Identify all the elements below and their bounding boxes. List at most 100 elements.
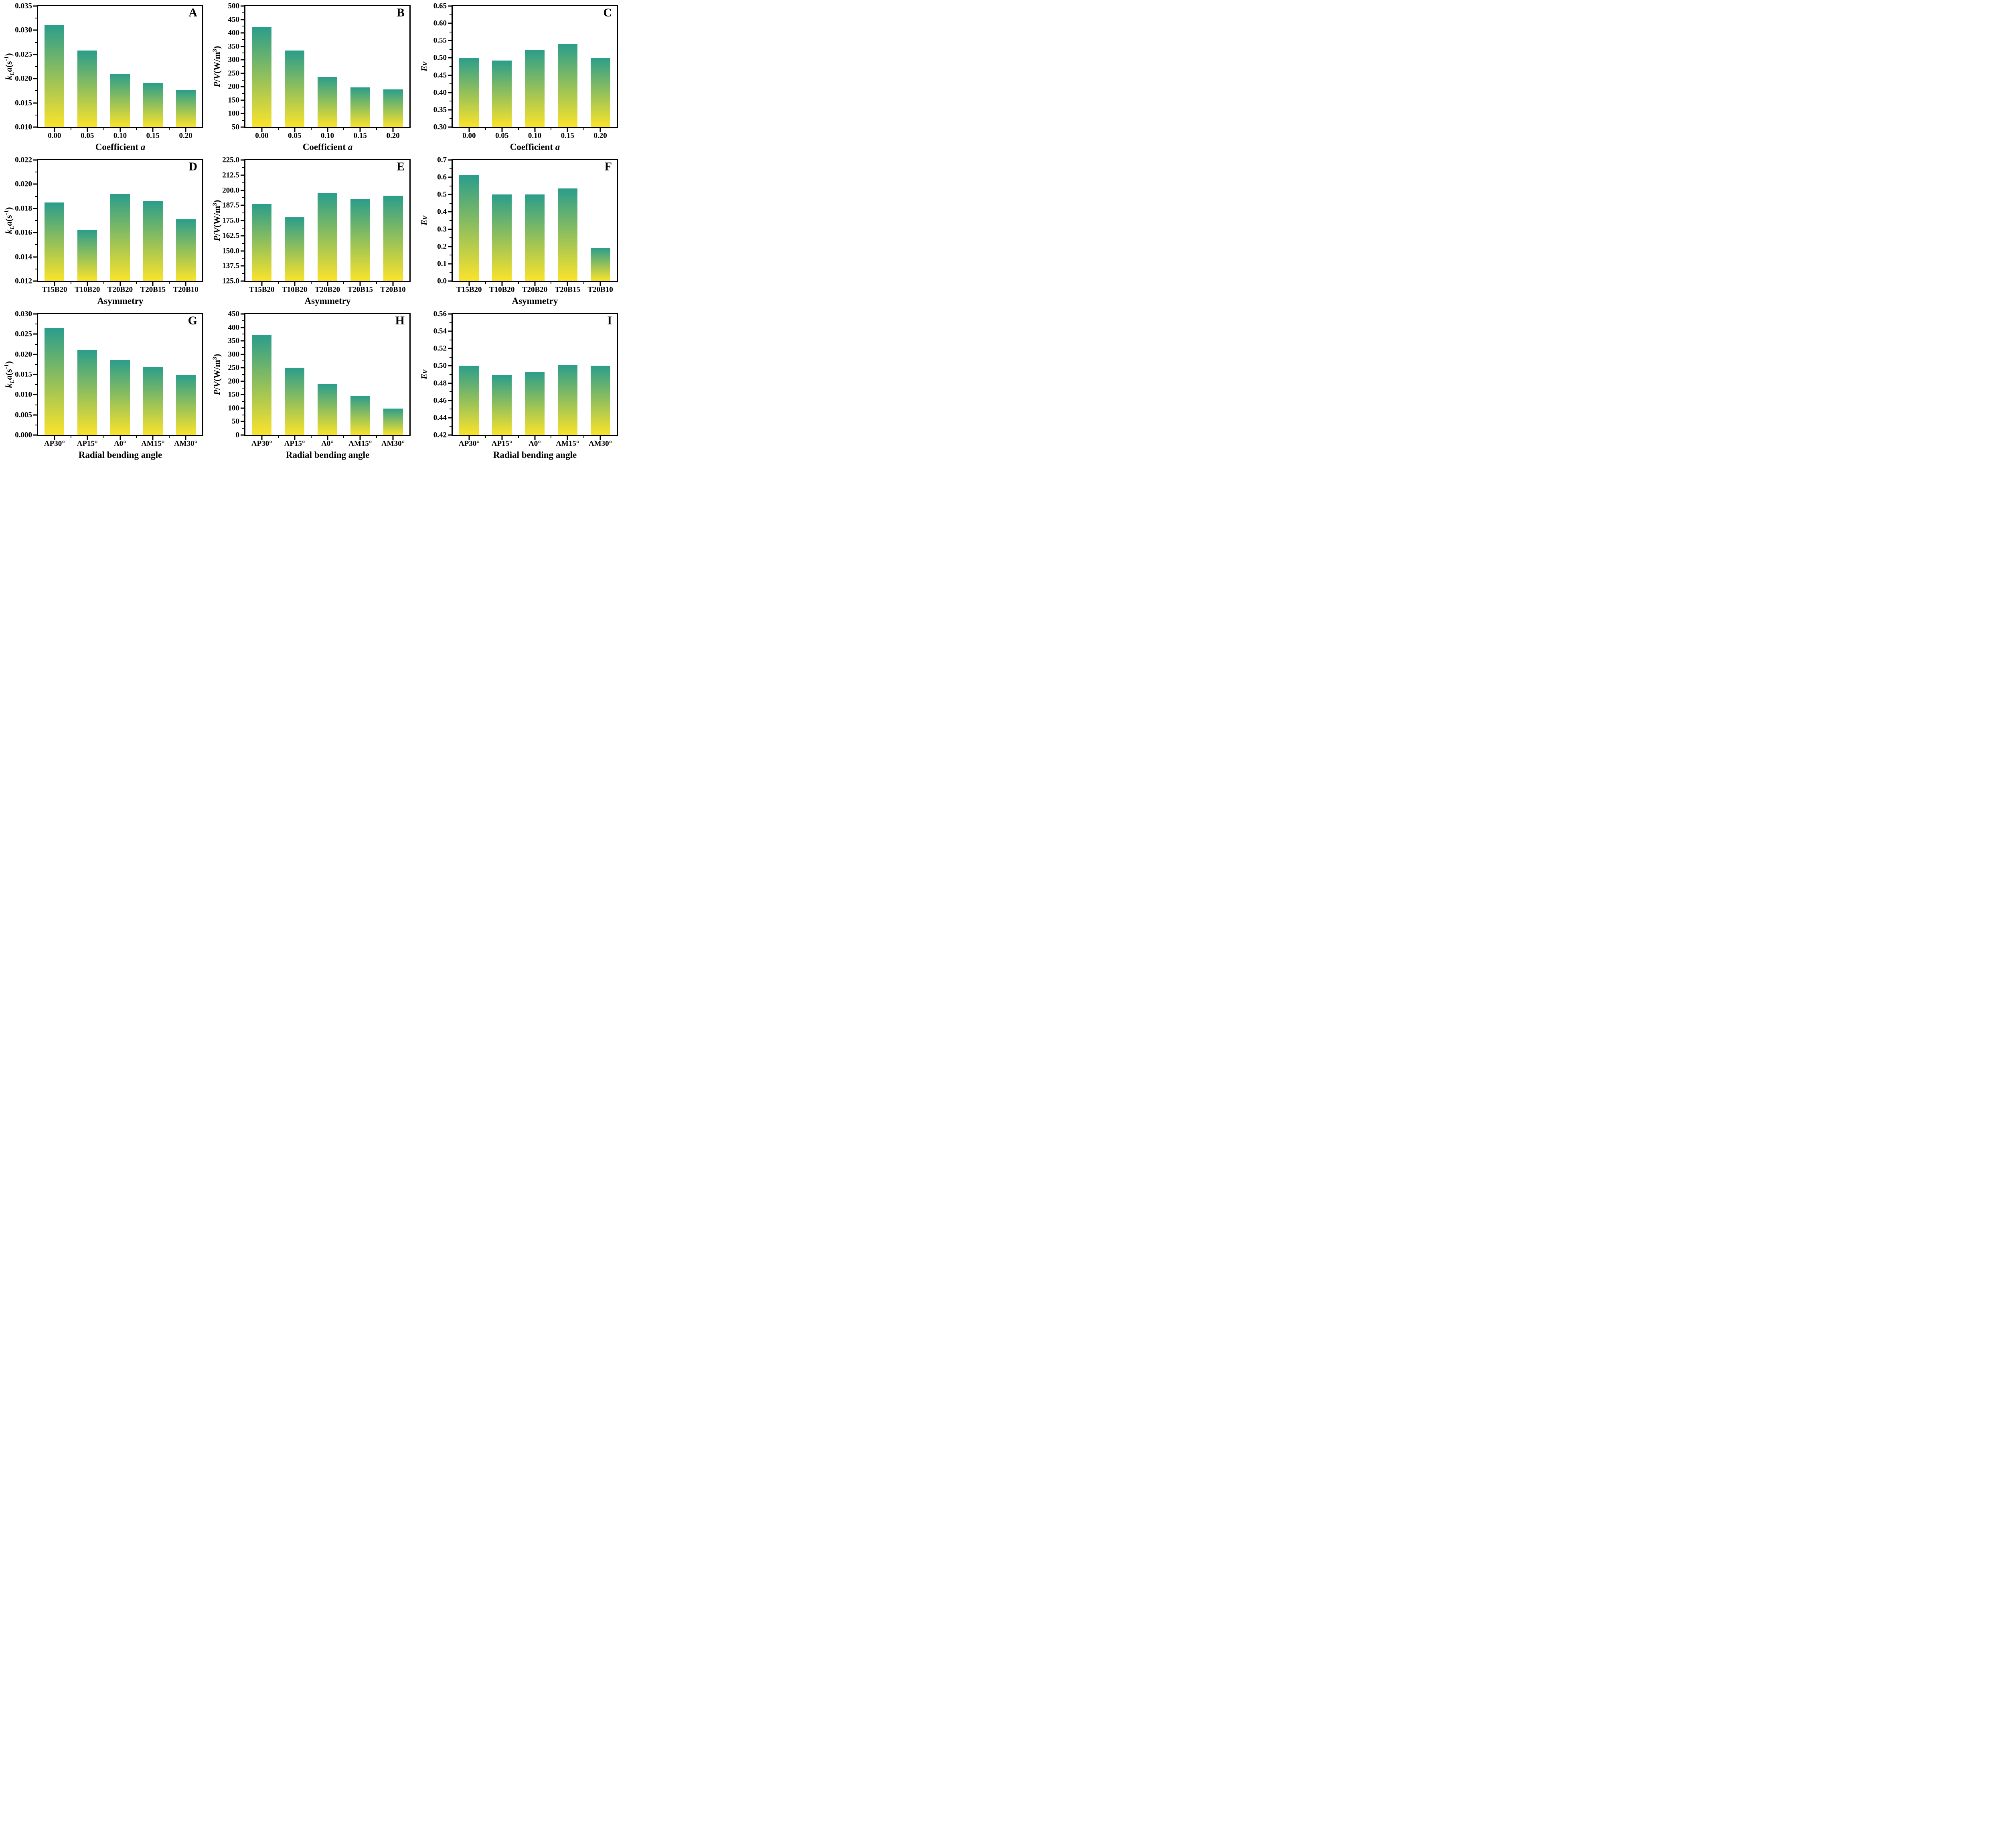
y-major-tick (241, 204, 244, 206)
y-major-tick (448, 194, 452, 195)
x-major-tick (54, 128, 55, 132)
x-tick-label: T20B15 (555, 285, 580, 294)
panel-letter-A: A (188, 6, 197, 19)
x-minor-tick (583, 436, 585, 438)
y-major-tick (241, 265, 244, 267)
x-tick-label: AM15° (141, 439, 165, 448)
y-tick-label: 150 (228, 96, 240, 105)
bar-B-0.05 (285, 51, 305, 127)
panel-C: Ev C 0.65 0.60 0.55 0.50 0.45 0.40 0.35 0.30 0.0… (415, 0, 622, 154)
y-tick-label: 500 (228, 2, 240, 10)
x-minor-tick (583, 282, 585, 284)
y-tick-label: 350 (228, 336, 240, 345)
y-minor-tick (35, 384, 37, 385)
y-major-tick (448, 365, 452, 366)
y-major-tick (33, 313, 37, 315)
y-major-tick (241, 126, 244, 128)
y-tick-label: 0.40 (433, 88, 447, 97)
y-minor-tick (450, 391, 452, 393)
bar-I-AP30° (459, 366, 479, 435)
y-tick-label: 450 (228, 15, 240, 24)
y-tick-label: 0.020 (15, 350, 32, 359)
x-minor-tick (343, 128, 344, 130)
x-major-tick (119, 128, 121, 132)
x-tick-label: AP30° (44, 439, 65, 448)
x-major-tick (152, 436, 154, 440)
bar-F-T10B20 (492, 194, 512, 281)
x-major-tick (294, 128, 296, 132)
y-tick-label: 0.30 (433, 123, 447, 132)
panel-F: Ev F 0.7 0.6 0.5 0.4 0.3 0.2 0.1 0.0 T15B20 T10B2… (415, 154, 622, 308)
y-major-tick (241, 59, 244, 61)
x-tick-label: 0.20 (593, 132, 607, 140)
x-major-tick (87, 128, 88, 132)
y-tick-label: 0.014 (15, 253, 32, 261)
y-major-tick (241, 190, 244, 191)
panel-letter-G: G (188, 314, 197, 327)
y-tick-label: 0.55 (433, 36, 447, 45)
bar-I-AM15° (557, 365, 577, 435)
bar-H-AM30° (383, 408, 403, 435)
y-minor-tick (450, 14, 452, 15)
y-tick-label: 200 (228, 377, 240, 386)
plot-area-A: A 0.035 0.030 0.025 0.020 0.015 0.010 0.00 0.05… (15, 2, 203, 140)
y-major-tick (448, 5, 452, 7)
y-major-tick (33, 54, 37, 55)
x-minor-tick (277, 436, 279, 438)
bar-D-T20B15 (143, 201, 163, 281)
x-minor-tick (485, 282, 486, 284)
bar-H-A0° (317, 384, 338, 435)
y-tick-label: 162.5 (222, 231, 239, 240)
y-major-tick (448, 417, 452, 419)
panel-G: kLa(s-1) G 0.030 0.025 0.020 0.015 0.010 0.00… (0, 308, 207, 462)
bar-D-T15B20 (45, 202, 65, 281)
y-minor-tick (450, 374, 452, 375)
y-major-tick (448, 280, 452, 282)
y-major-tick (241, 46, 244, 47)
x-major-tick (534, 282, 535, 286)
x-axis-label-D: Asymmetry (97, 296, 144, 306)
y-major-tick (33, 208, 37, 209)
y-major-tick (448, 263, 452, 265)
x-major-tick (392, 282, 394, 286)
x-minor-tick (518, 436, 519, 438)
x-tick-label: AM15° (348, 439, 372, 448)
y-tick-label: 0.56 (433, 310, 447, 318)
y-major-tick (448, 176, 452, 178)
x-major-tick (468, 282, 470, 286)
x-major-tick (152, 282, 154, 286)
y-major-tick (241, 73, 244, 74)
x-major-tick (119, 282, 121, 286)
y-major-tick (33, 333, 37, 335)
x-minor-tick (136, 282, 137, 284)
y-major-tick (448, 229, 452, 230)
x-major-tick (501, 436, 503, 440)
y-minor-tick (450, 237, 452, 239)
y-major-tick (33, 159, 37, 161)
x-minor-tick (169, 436, 170, 438)
x-minor-tick (518, 282, 519, 284)
bar-H-AP30° (252, 335, 272, 435)
x-tick-label: AM30° (588, 439, 612, 448)
plot-area-B: B 500 450 400 350 300 250 200 150 100 50 0.00 0.05 0… (228, 2, 411, 140)
x-major-tick (599, 436, 601, 440)
y-minor-tick (242, 347, 244, 348)
x-tick-label: AP15° (284, 439, 305, 448)
bar-C-0.20 (590, 58, 610, 127)
x-tick-label: 0.10 (113, 132, 127, 140)
y-axis-label-F: Ev (419, 215, 429, 226)
x-tick-label: T20B20 (314, 285, 340, 294)
y-minor-tick (450, 272, 452, 273)
x-major-tick (599, 128, 601, 132)
y-major-tick (241, 32, 244, 34)
x-tick-label: 0.15 (146, 132, 160, 140)
y-tick-label: 0.44 (433, 413, 447, 422)
y-minor-tick (242, 258, 244, 259)
plot-area-G: G 0.030 0.025 0.020 0.015 0.010 0.005 0.000 AP3… (15, 310, 203, 447)
y-tick-label: 0 (235, 431, 240, 439)
bar-E-T20B15 (350, 199, 370, 281)
y-tick-label: 400 (228, 323, 240, 332)
y-tick-label: 0.46 (433, 396, 447, 405)
plot-area-I: I 0.56 0.54 0.52 0.50 0.48 0.46 0.44 0.42 AP30° A… (433, 310, 618, 447)
x-minor-tick (277, 128, 279, 130)
